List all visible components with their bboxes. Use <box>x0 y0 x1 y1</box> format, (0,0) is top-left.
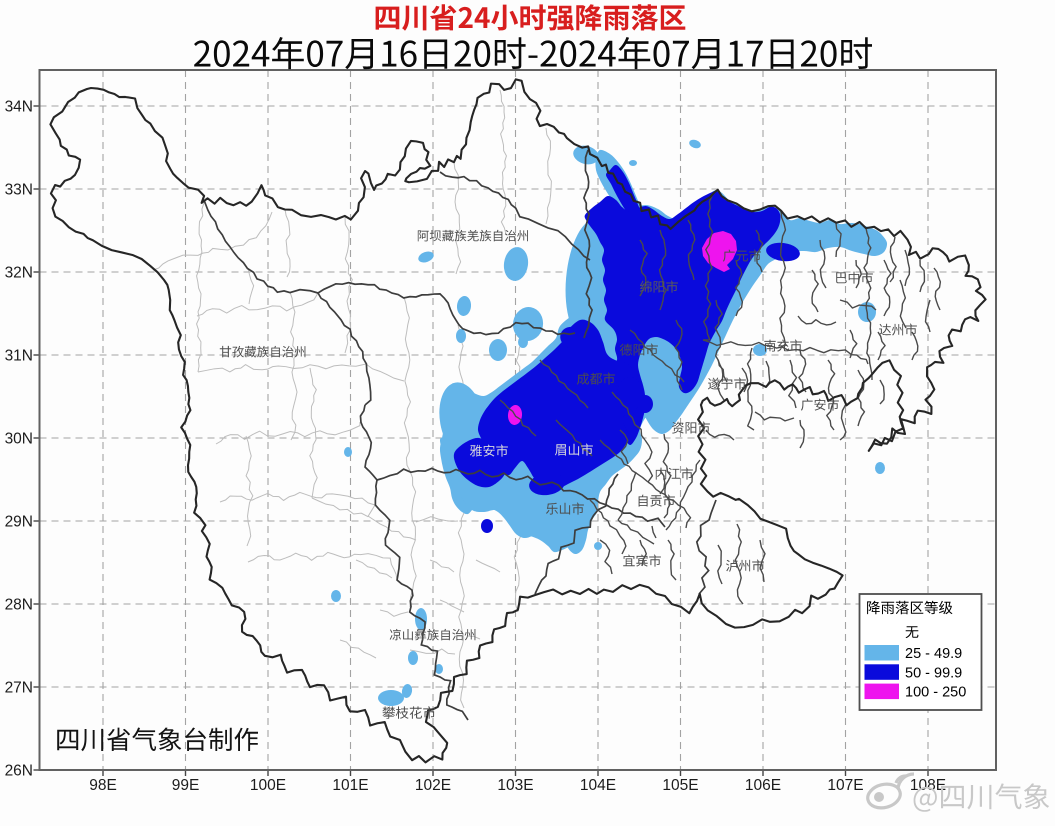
svg-text:102E: 102E <box>415 777 451 794</box>
svg-text:104E: 104E <box>580 777 616 794</box>
svg-text:26N: 26N <box>5 763 33 780</box>
svg-text:106E: 106E <box>745 777 781 794</box>
svg-text:101E: 101E <box>332 777 368 794</box>
svg-text:108E: 108E <box>910 777 946 794</box>
svg-text:29N: 29N <box>5 514 33 531</box>
svg-text:100 - 250: 100 - 250 <box>905 685 966 701</box>
svg-text:27N: 27N <box>5 680 33 697</box>
svg-text:30N: 30N <box>5 431 33 448</box>
svg-text:50 - 99.9: 50 - 99.9 <box>905 665 962 681</box>
svg-text:28N: 28N <box>5 597 33 614</box>
svg-text:25 - 49.9: 25 - 49.9 <box>905 646 962 662</box>
svg-text:103E: 103E <box>497 777 533 794</box>
svg-text:105E: 105E <box>662 777 698 794</box>
svg-text:99E: 99E <box>172 777 200 794</box>
svg-text:107E: 107E <box>827 777 863 794</box>
svg-text:33N: 33N <box>5 182 33 199</box>
svg-text:32N: 32N <box>5 265 33 282</box>
svg-text:98E: 98E <box>89 777 117 794</box>
svg-text:31N: 31N <box>5 348 33 365</box>
svg-text:34N: 34N <box>5 99 33 116</box>
svg-text:100E: 100E <box>250 777 286 794</box>
